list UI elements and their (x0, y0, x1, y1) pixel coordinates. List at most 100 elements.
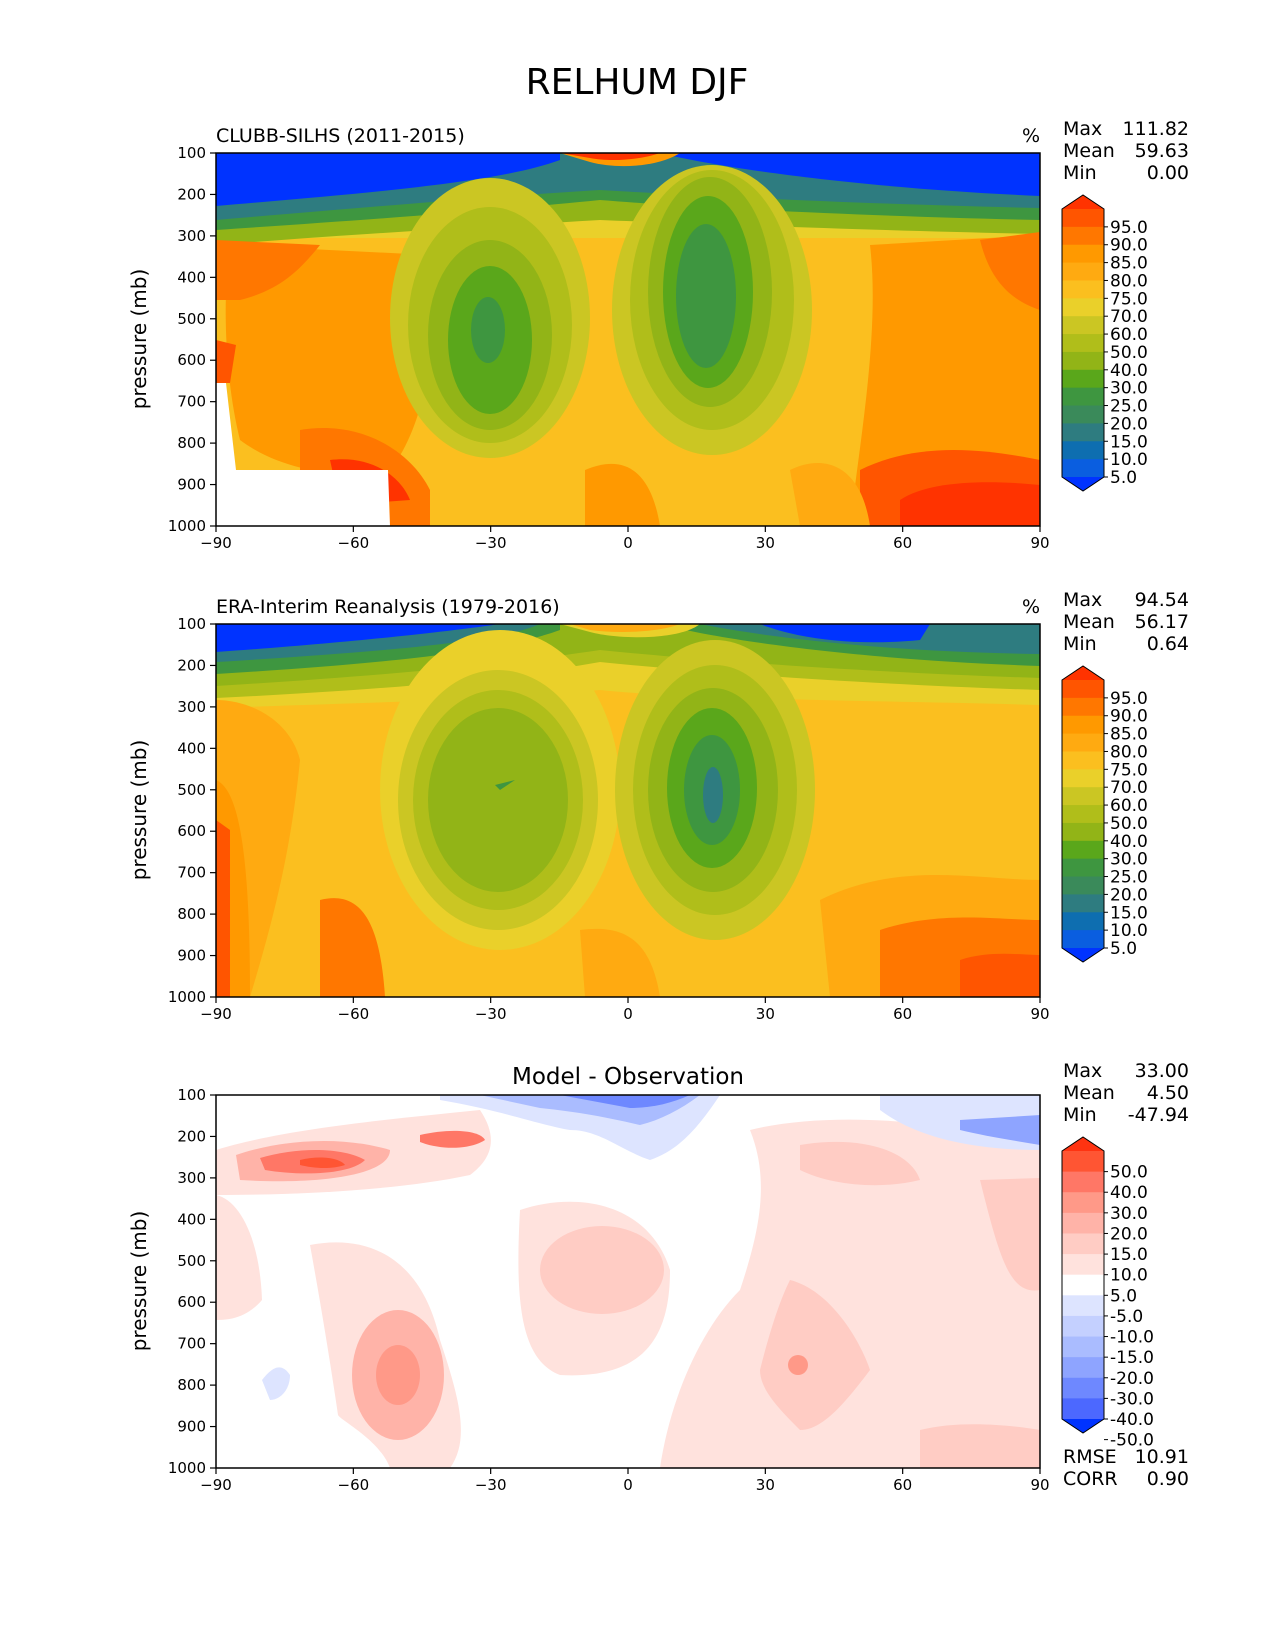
colorbar-label: 80.0 (1110, 271, 1148, 291)
colorbar-swatch (1062, 423, 1104, 442)
colorbar-extend-top (1062, 666, 1104, 680)
panel-model-yaxis: 100 200 300 400 500 600 700 800 900 1000 (168, 144, 216, 535)
colorbar-label: 30.0 (1110, 850, 1148, 870)
colorbar-swatch (1062, 930, 1104, 949)
colorbar-swatch (1062, 1233, 1104, 1255)
figure-title: RELHUM DJF (526, 62, 749, 103)
panel-model-colorbar: 95.090.085.080.075.070.060.050.040.030.0… (1061, 194, 1148, 492)
y-tick-label: 200 (177, 185, 206, 203)
colorbar-label: 20.0 (1110, 885, 1148, 905)
panel-obs-stats: Max 94.54 Mean 56.17 Min 0.64 (1063, 589, 1189, 655)
colorbar-swatch (1062, 912, 1104, 931)
panel-obs-units: % (1022, 596, 1040, 618)
colorbar-swatch (1062, 697, 1104, 717)
colorbar-swatch (1062, 715, 1104, 735)
colorbar-swatch (1062, 876, 1104, 895)
colorbar-label: 20.0 (1110, 414, 1148, 434)
y-tick-label: 200 (177, 1127, 206, 1145)
panel-diff-colorbar: 50.040.030.020.015.010.05.0-5.0-10.0-15.… (1061, 1136, 1154, 1451)
colorbar-label: 70.0 (1110, 307, 1148, 327)
contour-fill (760, 1280, 870, 1430)
panel-model-contours (216, 153, 1040, 526)
panel-obs-title: ERA-Interim Reanalysis (1979-2016) (216, 596, 560, 618)
colorbar-label: 60.0 (1110, 325, 1148, 345)
x-tick-label: 60 (893, 1476, 912, 1494)
colorbar-extend-bottom (1062, 948, 1104, 962)
colorbar-swatch (1062, 1192, 1104, 1214)
colorbar-swatch (1062, 226, 1104, 246)
stat-label: Max (1063, 1060, 1102, 1082)
colorbar-label: 30.0 (1110, 1204, 1148, 1224)
colorbar-swatch (1062, 769, 1104, 788)
colorbar-label: 40.0 (1110, 361, 1148, 381)
x-tick-label: −90 (200, 534, 232, 552)
y-tick-label: 900 (177, 947, 206, 965)
y-tick-label: 700 (177, 393, 206, 411)
panel-diff-contours (216, 1095, 1040, 1468)
colorbar-swatch (1062, 209, 1104, 228)
x-tick-label: −30 (475, 1476, 507, 1494)
colorbar-swatch (1062, 387, 1104, 407)
missing-data (216, 383, 390, 526)
contour-fill (570, 624, 680, 632)
colorbar-label: 80.0 (1110, 742, 1148, 762)
y-tick-label: 500 (177, 1252, 206, 1270)
panel-obs-ylabel: pressure (mb) (127, 740, 151, 881)
y-tick-label: 400 (177, 268, 206, 286)
colorbar-swatch (1062, 1357, 1104, 1379)
colorbar-swatch (1062, 733, 1104, 753)
contour-fill (980, 1178, 1040, 1291)
stat-value: 111.82 (1123, 118, 1189, 140)
colorbar-swatch (1062, 351, 1104, 371)
y-tick-label: 800 (177, 434, 206, 452)
panel-diff-yaxis: 100 200 300 400 500 600 700 800 900 1000 (168, 1086, 216, 1477)
contour-fill (960, 1115, 1040, 1145)
x-tick-label: 60 (893, 534, 912, 552)
y-tick-label: 300 (177, 1169, 206, 1187)
colorbar-label: -5.0 (1110, 1307, 1143, 1327)
x-tick-label: 30 (756, 1005, 775, 1023)
contour-fill (225, 245, 434, 474)
panel-diff-metrics: RMSE 10.91 CORR 0.90 (1063, 1446, 1189, 1490)
contour-fill (960, 953, 1040, 997)
y-tick-label: 100 (177, 1086, 206, 1104)
x-tick-label: 0 (623, 1476, 633, 1494)
x-tick-label: 90 (1030, 1005, 1049, 1023)
y-tick-label: 400 (177, 739, 206, 757)
colorbar-swatch (1062, 680, 1104, 699)
colorbar-label: 40.0 (1110, 832, 1148, 852)
stat-value: 94.54 (1135, 589, 1189, 611)
colorbar-swatch (1062, 858, 1104, 878)
x-tick-label: −30 (475, 1005, 507, 1023)
y-tick-label: 900 (177, 1418, 206, 1436)
colorbar-label: 15.0 (1110, 432, 1148, 452)
contour-fill (560, 1095, 690, 1108)
stat-value: -47.94 (1128, 1104, 1189, 1126)
stat-value: 0.64 (1147, 633, 1189, 655)
y-tick-label: 600 (177, 822, 206, 840)
colorbar-swatch (1062, 369, 1104, 389)
colorbar-label: 50.0 (1110, 1163, 1148, 1183)
panel-model: CLUBB-SILHS (2011-2015) % (127, 118, 1189, 552)
colorbar-swatch (1062, 280, 1104, 299)
contour-fill (660, 1119, 1040, 1468)
colorbar-swatch (1062, 1274, 1104, 1296)
metric-value: 10.91 (1135, 1446, 1189, 1468)
panel-model-units: % (1022, 125, 1040, 147)
contour-fill (540, 1226, 664, 1314)
colorbar-swatch (1062, 1377, 1104, 1399)
panel-diff: Model - Observation (127, 1060, 1189, 1494)
contour-fill (980, 232, 1040, 310)
colorbar-label: 30.0 (1110, 379, 1148, 399)
panel-obs-xaxis: −90 −60 −30 0 30 60 90 (200, 997, 1050, 1023)
y-tick-label: 500 (177, 781, 206, 799)
colorbar-label: 15.0 (1110, 903, 1148, 923)
colorbar-swatch (1062, 262, 1104, 282)
colorbar-label: 25.0 (1110, 397, 1148, 417)
panel-obs-colorbar: 95.090.085.080.075.070.060.050.040.030.0… (1061, 665, 1148, 963)
stat-label: Min (1063, 162, 1097, 184)
colorbar-swatch (1062, 1171, 1104, 1193)
x-tick-label: 30 (756, 534, 775, 552)
stat-value: 4.50 (1147, 1082, 1189, 1104)
y-tick-label: 300 (177, 227, 206, 245)
